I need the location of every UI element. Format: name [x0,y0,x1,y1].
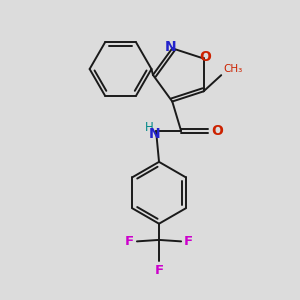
Text: F: F [154,264,164,277]
Text: N: N [165,40,177,54]
Text: F: F [184,235,193,248]
Text: CH₃: CH₃ [224,64,243,74]
Text: H: H [145,121,154,134]
Text: O: O [199,50,211,64]
Text: O: O [211,124,223,138]
Text: F: F [125,235,134,248]
Text: N: N [149,127,161,141]
